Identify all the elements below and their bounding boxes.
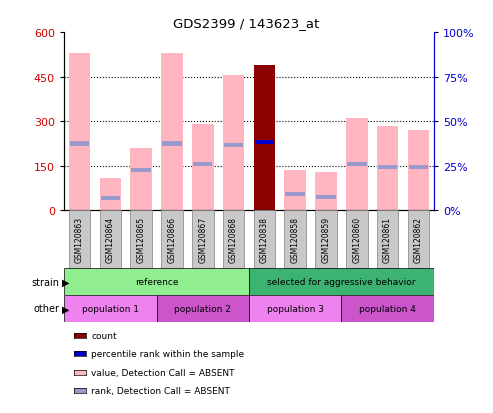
Text: GSM120862: GSM120862: [414, 216, 423, 263]
Text: ▶: ▶: [62, 304, 69, 314]
Bar: [377, 126, 398, 211]
Bar: [317, 195, 336, 199]
Text: GSM120868: GSM120868: [229, 216, 238, 263]
Bar: [69, 54, 90, 211]
Text: percentile rank within the sample: percentile rank within the sample: [91, 349, 245, 358]
Text: GSM120864: GSM120864: [106, 216, 115, 263]
Bar: [249, 295, 341, 322]
Bar: [253, 211, 275, 268]
Text: population 1: population 1: [82, 304, 139, 313]
Text: GSM120861: GSM120861: [383, 216, 392, 263]
Text: population 3: population 3: [267, 304, 324, 313]
Bar: [100, 211, 121, 268]
Bar: [130, 148, 152, 211]
Bar: [69, 211, 90, 268]
Bar: [253, 66, 275, 211]
Bar: [64, 295, 157, 322]
Text: GSM120865: GSM120865: [137, 216, 145, 263]
Bar: [162, 142, 181, 146]
Bar: [70, 142, 89, 146]
Text: rank, Detection Call = ABSENT: rank, Detection Call = ABSENT: [91, 386, 230, 395]
Text: value, Detection Call = ABSENT: value, Detection Call = ABSENT: [91, 368, 235, 377]
Text: GSM120838: GSM120838: [260, 216, 269, 263]
Text: strain: strain: [31, 277, 59, 287]
Text: GDS2399 / 143623_at: GDS2399 / 143623_at: [174, 17, 319, 29]
Bar: [378, 166, 397, 170]
Bar: [249, 268, 434, 295]
Bar: [101, 197, 120, 201]
Text: GSM120863: GSM120863: [75, 216, 84, 263]
Bar: [377, 211, 398, 268]
Text: GSM120866: GSM120866: [168, 216, 176, 263]
Text: selected for aggressive behavior: selected for aggressive behavior: [267, 278, 416, 286]
Bar: [341, 295, 434, 322]
Text: population 2: population 2: [175, 304, 231, 313]
Bar: [224, 143, 243, 148]
Bar: [161, 54, 183, 211]
Text: other: other: [33, 304, 59, 314]
Text: GSM120867: GSM120867: [198, 216, 207, 263]
Text: count: count: [91, 331, 117, 340]
Bar: [100, 178, 121, 211]
Bar: [284, 171, 306, 211]
Bar: [285, 192, 305, 197]
Text: GSM120860: GSM120860: [352, 216, 361, 263]
Bar: [409, 166, 428, 170]
Text: reference: reference: [135, 278, 178, 286]
Bar: [346, 211, 368, 268]
Bar: [284, 211, 306, 268]
Bar: [408, 131, 429, 211]
Bar: [64, 268, 249, 295]
Bar: [132, 169, 151, 173]
Text: GSM120858: GSM120858: [291, 216, 300, 263]
Bar: [223, 76, 245, 211]
Bar: [193, 163, 212, 167]
Text: GSM120859: GSM120859: [321, 216, 330, 263]
Bar: [161, 211, 183, 268]
Bar: [347, 163, 366, 167]
Text: ▶: ▶: [62, 277, 69, 287]
Bar: [408, 211, 429, 268]
Bar: [157, 295, 249, 322]
Bar: [255, 140, 274, 145]
Bar: [192, 211, 213, 268]
Bar: [130, 211, 152, 268]
Bar: [315, 172, 337, 211]
Bar: [192, 125, 213, 211]
Bar: [315, 211, 337, 268]
Text: population 4: population 4: [359, 304, 416, 313]
Bar: [346, 119, 368, 211]
Bar: [223, 211, 245, 268]
